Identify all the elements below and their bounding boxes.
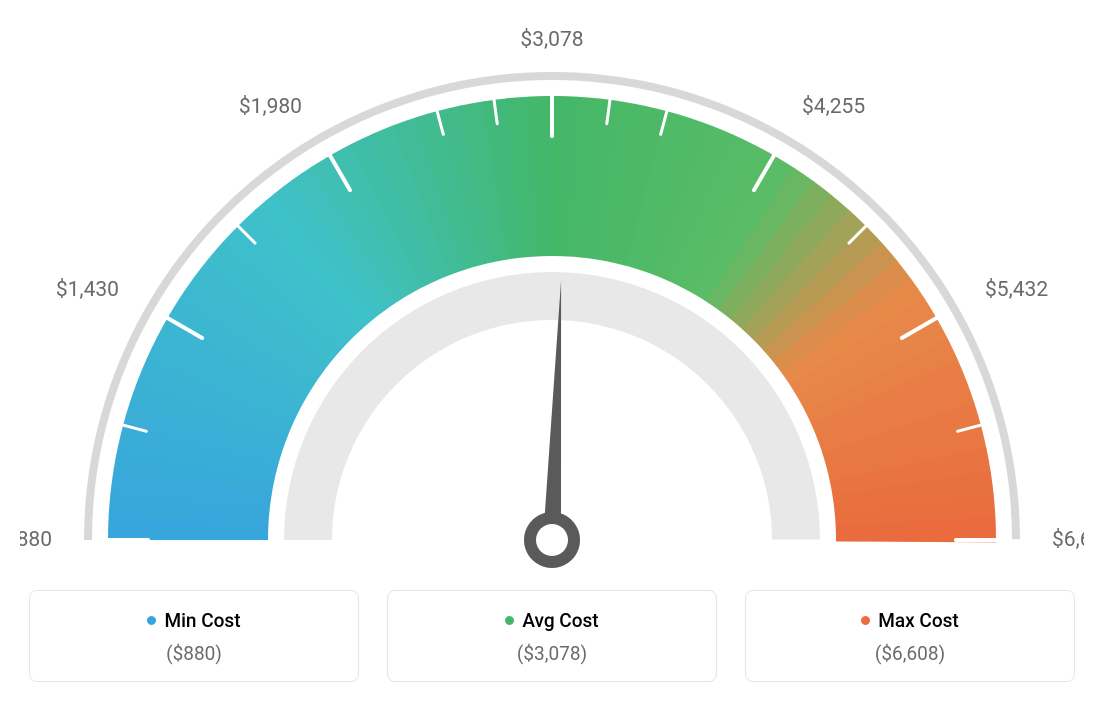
legend-value-max: ($6,608) (756, 642, 1064, 665)
cost-gauge: $880 $1,430 $1,980 $3,078 $4,255 $5,432 $6,608 (20, 20, 1084, 580)
legend-label-min: Min Cost (164, 609, 240, 632)
legend-dot-avg (505, 616, 514, 625)
legend-dot-max (861, 616, 870, 625)
legend-title-avg: Avg Cost (505, 609, 598, 632)
legend-title-min: Min Cost (147, 609, 240, 632)
legend-value-min: ($880) (40, 642, 348, 665)
legend-card-min: Min Cost ($880) (29, 590, 359, 682)
svg-text:$1,980: $1,980 (239, 95, 302, 119)
legend-title-max: Max Cost (861, 609, 958, 632)
legend-card-max: Max Cost ($6,608) (745, 590, 1075, 682)
legend-label-avg: Avg Cost (522, 609, 598, 632)
svg-text:$3,078: $3,078 (520, 28, 583, 52)
legend-row: Min Cost ($880) Avg Cost ($3,078) Max Co… (20, 590, 1084, 682)
legend-card-avg: Avg Cost ($3,078) (387, 590, 717, 682)
gauge-svg: $880 $1,430 $1,980 $3,078 $4,255 $5,432 $6,608 (20, 20, 1084, 580)
legend-dot-min (147, 616, 156, 625)
svg-text:$6,608: $6,608 (1052, 528, 1084, 552)
svg-text:$1,430: $1,430 (56, 278, 119, 302)
legend-value-avg: ($3,078) (398, 642, 706, 665)
svg-text:$4,255: $4,255 (802, 95, 865, 119)
svg-text:$5,432: $5,432 (985, 278, 1048, 302)
svg-text:$880: $880 (20, 528, 52, 552)
legend-label-max: Max Cost (878, 609, 958, 632)
